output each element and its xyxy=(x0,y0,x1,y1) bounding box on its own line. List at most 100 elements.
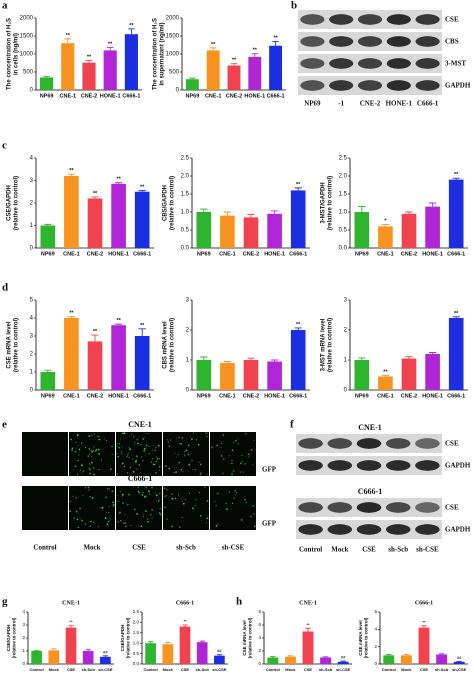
gfp-dot xyxy=(124,522,126,524)
x-tick-label: Control xyxy=(266,667,280,672)
x-tick-label: HONE-1 xyxy=(100,93,121,99)
gfp-dot xyxy=(159,498,161,500)
gfp-dot xyxy=(80,464,83,467)
gfp-dot xyxy=(237,438,239,440)
gfp-dot xyxy=(166,518,169,521)
error-bar xyxy=(452,177,460,180)
gfp-dot xyxy=(104,517,107,520)
gfp-dot xyxy=(205,435,208,438)
significance-label: ## xyxy=(457,655,462,660)
y-tick-label: 0 xyxy=(176,88,180,94)
x-tick-label: CNE-2 xyxy=(401,393,418,399)
gfp-dot xyxy=(192,432,195,434)
gfp-dot xyxy=(171,525,174,528)
error-bar xyxy=(294,187,302,191)
y-tick-label: 2 xyxy=(30,352,34,358)
blot-band xyxy=(329,80,354,91)
y-tick-label: 3 xyxy=(186,298,190,304)
significance-label: ** xyxy=(69,168,74,174)
error-bar xyxy=(85,649,91,651)
bar xyxy=(40,372,56,390)
y-tick-label: 500 xyxy=(23,70,34,76)
gfp-dot xyxy=(127,452,129,454)
significance-label: ** xyxy=(69,311,74,317)
image-row-title: C666-1 xyxy=(128,474,152,483)
blot-band xyxy=(356,438,382,449)
error-bar xyxy=(247,357,255,360)
x-tick-label: CNE-1 xyxy=(377,251,394,257)
gfp-dot xyxy=(98,468,100,471)
gfp-dot xyxy=(140,456,143,458)
gfp-dot xyxy=(192,469,194,471)
y-tick-label: 2000 xyxy=(166,16,180,22)
y-tick-label: 3 xyxy=(344,298,348,304)
gfp-dot xyxy=(109,518,111,520)
panel-letter: a xyxy=(2,0,8,12)
bar xyxy=(354,360,370,390)
gfp-dot xyxy=(171,493,173,496)
gfp-dot xyxy=(132,436,135,438)
chart-title: CNE-1 xyxy=(299,600,317,606)
gfp-dot xyxy=(158,469,161,472)
blot-band xyxy=(415,36,440,47)
bar xyxy=(82,62,96,90)
x-tick-label: Control xyxy=(382,667,396,672)
bar xyxy=(302,631,314,664)
blot-band xyxy=(385,438,411,449)
gfp-dot xyxy=(216,523,219,525)
x-tick-label: CNE-2 xyxy=(87,251,104,257)
panel-letter: f xyxy=(290,419,294,431)
gfp-dot xyxy=(97,525,99,527)
x-tick-label: sh-CSE xyxy=(98,667,113,672)
gfp-dot xyxy=(206,517,209,520)
y-tick-label: 3 xyxy=(22,622,25,627)
gfp-dot xyxy=(231,502,234,504)
error-bar xyxy=(64,38,72,44)
y-tick-label: 1.0 xyxy=(181,210,190,216)
error-bar xyxy=(67,316,76,318)
gfp-dot xyxy=(245,433,247,435)
gfp-dot xyxy=(235,439,237,442)
gfp-dot xyxy=(183,450,186,453)
significance-label: ## xyxy=(341,655,346,660)
x-tick-label: Mock xyxy=(163,667,174,672)
gfp-dot xyxy=(74,450,77,453)
gfp-dot xyxy=(181,516,184,519)
gfp-dot xyxy=(195,499,197,501)
bar xyxy=(448,318,464,390)
gfp-dot xyxy=(195,439,197,441)
fluorescence-image xyxy=(69,432,115,476)
blot-band xyxy=(329,36,354,47)
bar xyxy=(337,661,349,664)
error-bar xyxy=(358,357,366,360)
error-bar xyxy=(452,316,460,318)
error-bar xyxy=(51,648,57,651)
blot-band xyxy=(357,14,383,25)
gfp-dot xyxy=(117,500,119,502)
gfp-dot xyxy=(197,443,200,446)
y-tick-label: 0 xyxy=(30,388,34,394)
blot-band xyxy=(298,438,323,449)
y-tick-label: 0.5 xyxy=(133,651,140,656)
gfp-dot xyxy=(111,445,113,448)
y-tick-label: 1 xyxy=(30,370,34,376)
gfp-dot xyxy=(75,441,77,444)
gfp-dot xyxy=(134,461,137,464)
error-bar xyxy=(209,47,217,51)
gfp-dot xyxy=(147,433,149,435)
bar xyxy=(214,655,225,664)
error-bar xyxy=(91,334,99,342)
gfp-dot xyxy=(136,438,139,441)
panel-letter: d xyxy=(2,282,8,294)
gfp-dot xyxy=(91,497,94,499)
bar xyxy=(378,226,393,248)
y-axis-label: CSE/GAPDH xyxy=(7,185,13,221)
significance-label: ** xyxy=(273,35,278,41)
y-axis-label: (relative to control) xyxy=(328,176,334,230)
gfp-dot xyxy=(231,459,233,462)
gfp-dot xyxy=(91,450,94,453)
gfp-dot xyxy=(187,444,190,447)
x-tick-label: CNE-2 xyxy=(243,393,260,399)
fluorescence-image xyxy=(22,486,68,530)
gfp-dot xyxy=(151,517,153,519)
